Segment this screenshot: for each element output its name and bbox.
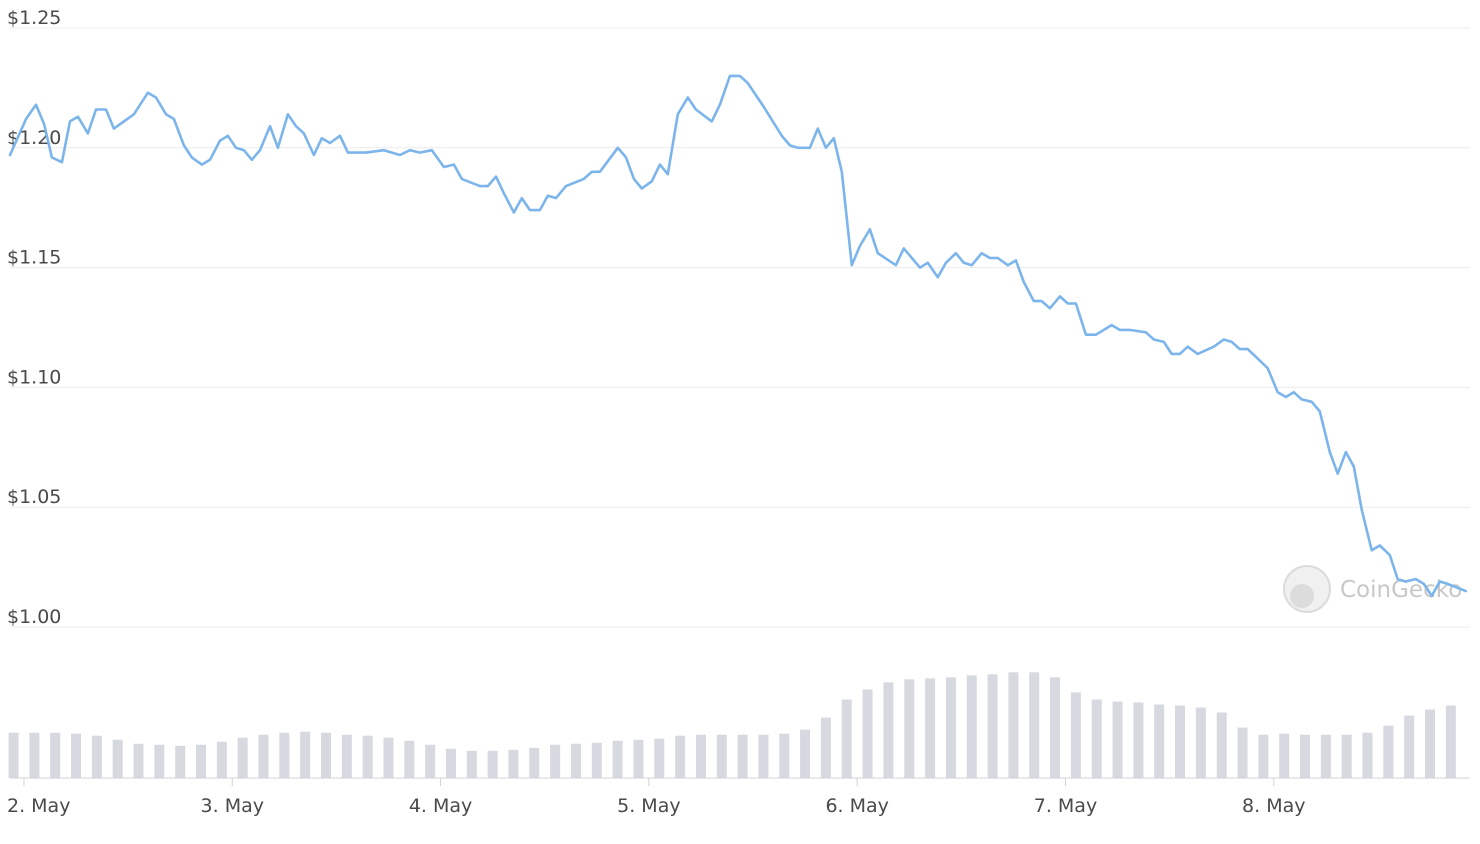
volume-bar: [716, 734, 727, 778]
volume-bar: [362, 735, 373, 778]
volume-bar: [175, 745, 186, 778]
volume-bar: [1279, 733, 1290, 778]
volume-bar: [654, 738, 665, 778]
volume-bar: [1237, 727, 1248, 778]
volume-bar: [1445, 705, 1456, 778]
volume-bar: [945, 677, 956, 778]
volume-bar: [1050, 677, 1061, 778]
volume-bar: [1362, 732, 1373, 778]
volume-bar: [29, 732, 40, 778]
volume-bar: [987, 674, 998, 778]
x-tick-label: 7. May: [1034, 795, 1097, 817]
volume-bar: [1112, 701, 1123, 778]
background-layer: $1.00$1.05$1.10$1.15$1.20$1.252. May 3. M…: [7, 7, 1470, 817]
volume-bar: [550, 744, 561, 778]
volume-bar: [466, 750, 477, 778]
y-tick-label: $1.00: [7, 606, 61, 628]
volume-bar: [237, 737, 248, 778]
volume-bar: [133, 743, 144, 778]
volume-bar: [258, 734, 269, 778]
volume-bar: [1341, 734, 1352, 778]
volume-bar: [71, 733, 82, 778]
volume-bar: [779, 733, 790, 778]
volume-bar: [50, 732, 61, 778]
y-tick-label: $1.05: [7, 486, 61, 508]
volume-bar: [841, 699, 852, 778]
y-tick-label: $1.15: [7, 247, 61, 269]
volume-bar: [675, 735, 686, 778]
price-line: [8, 74, 1468, 598]
volume-bar: [695, 734, 706, 778]
volume-bar: [279, 732, 290, 778]
volume-bar: [154, 744, 165, 778]
volume-bar: [445, 748, 456, 778]
volume-bar: [112, 739, 123, 778]
volume-bar: [404, 740, 415, 778]
volume-bar: [862, 689, 873, 778]
volume-bar: [1195, 707, 1206, 778]
volume-bar: [1091, 699, 1102, 778]
volume-bar: [383, 737, 394, 778]
volume-bar: [1133, 702, 1144, 778]
volume-bar: [1404, 715, 1415, 778]
volume-bar: [1320, 734, 1331, 778]
volume-bar: [633, 739, 644, 778]
y-tick-label: $1.25: [7, 7, 61, 29]
volume-bar: [1008, 672, 1019, 778]
volume-bar: [487, 750, 498, 778]
volume-bar: [904, 679, 915, 778]
volume-bar: [800, 729, 811, 778]
volume-bar: [758, 734, 769, 778]
volume-bar: [320, 732, 331, 778]
volume-bar: [1383, 725, 1394, 778]
volume-bar: [216, 741, 227, 778]
volume-bar: [508, 749, 519, 778]
volume-bar: [425, 744, 436, 778]
volume-bar: [925, 678, 936, 778]
volume-bar: [883, 682, 894, 778]
volume-bar: [1258, 734, 1269, 778]
volume-bar: [196, 744, 207, 778]
volume-bar: [1216, 712, 1227, 778]
y-tick-label: $1.10: [7, 366, 61, 388]
volume-bar: [591, 742, 602, 778]
volume-bar: [1154, 704, 1165, 778]
volume-bar: [1425, 709, 1436, 778]
volume-bar: [529, 747, 540, 778]
volume-bar: [1175, 705, 1186, 778]
volume-bar: [300, 731, 311, 778]
x-tick-label: 3. May: [201, 795, 264, 817]
volume-bar: [1029, 672, 1040, 778]
volume-bar: [341, 734, 352, 778]
volume-bar: [1070, 692, 1081, 778]
x-tick-label: 5. May: [617, 795, 680, 817]
volume-bar: [570, 743, 581, 778]
volume-bar: [1300, 734, 1311, 778]
watermark-logo-body: [1290, 584, 1314, 608]
volume-bar: [737, 734, 748, 778]
x-tick-label: 4. May: [409, 795, 472, 817]
x-tick-label: 6. May: [825, 795, 888, 817]
volume-bar: [8, 732, 19, 778]
volume-bar: [966, 675, 977, 778]
volume-bar: [820, 717, 831, 778]
volume-bar: [612, 740, 623, 778]
x-tick-label: 2. May: [7, 795, 70, 817]
volume-bar: [91, 735, 102, 778]
x-tick-label: 8. May: [1242, 795, 1305, 817]
